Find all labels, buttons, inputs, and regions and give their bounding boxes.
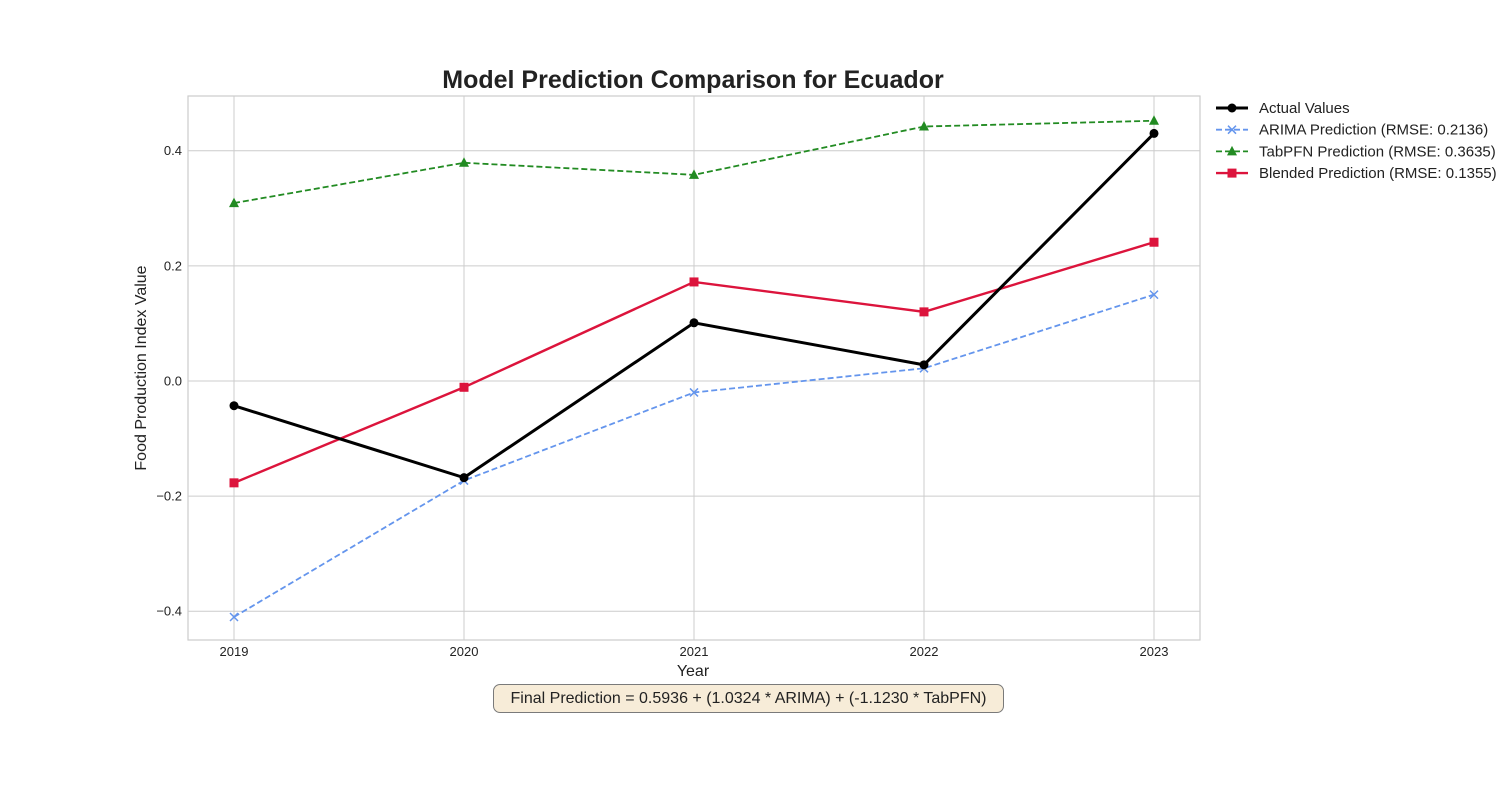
- legend-entry: Actual Values: [1216, 100, 1350, 117]
- data-point: [689, 318, 699, 328]
- y-axis-label: Food Production Index Value: [133, 265, 150, 470]
- legend-marker: [1227, 125, 1237, 135]
- data-point: [229, 197, 239, 208]
- data-point: [1149, 128, 1159, 138]
- series-0: [229, 128, 1159, 483]
- data-point: [919, 307, 929, 317]
- formula-annotation: Final Prediction = 0.5936 + (1.0324 * AR…: [493, 684, 1004, 713]
- data-point: [1149, 237, 1159, 247]
- legend: Actual Values ARIMA Prediction (RMSE: 0.2…: [1216, 100, 1497, 182]
- data-point: [689, 169, 699, 179]
- grid: [188, 96, 1200, 640]
- legend-label: TabPFN Prediction (RMSE: 0.3635): [1259, 143, 1496, 160]
- legend-label: Blended Prediction (RMSE: 0.1355): [1259, 165, 1497, 182]
- chart-title: Model Prediction Comparison for Ecuador: [442, 66, 944, 94]
- y-tick-label: 0.2: [164, 258, 182, 273]
- x-tick-label: 2022: [910, 644, 939, 659]
- data-point: [919, 121, 929, 131]
- tick-labels: 2019 2020 2021 2022 2023 −0.4 −0.2 0.0 0.2 0.4: [156, 143, 1168, 659]
- series-layer: [229, 115, 1159, 622]
- legend-entry: Blended Prediction (RMSE: 0.1355): [1216, 165, 1497, 182]
- data-point: [229, 478, 239, 488]
- data-point: [459, 382, 469, 392]
- legend-label: ARIMA Prediction (RMSE: 0.2136): [1259, 122, 1488, 139]
- x-tick-label: 2020: [450, 644, 479, 659]
- legend-entry: TabPFN Prediction (RMSE: 0.3635): [1216, 143, 1496, 160]
- legend-marker: [1227, 103, 1237, 113]
- legend-marker: [1227, 145, 1237, 156]
- data-point: [1149, 115, 1159, 125]
- data-point: [459, 157, 469, 167]
- data-point: [459, 473, 469, 483]
- y-tick-label: −0.4: [156, 604, 182, 619]
- x-tick-label: 2023: [1140, 644, 1169, 659]
- y-tick-label: 0.0: [164, 373, 182, 388]
- data-point: [689, 277, 699, 287]
- legend-marker: [1227, 168, 1237, 178]
- data-point: [919, 360, 929, 370]
- legend-label: Actual Values: [1259, 100, 1350, 117]
- data-point: [229, 612, 239, 622]
- plot-frame: [187, 95, 1201, 641]
- series-2: [229, 115, 1159, 208]
- legend-entry: ARIMA Prediction (RMSE: 0.2136): [1216, 122, 1488, 139]
- x-tick-label: 2021: [680, 644, 709, 659]
- y-tick-label: 0.4: [164, 143, 182, 158]
- x-axis-label: Year: [677, 663, 710, 680]
- x-tick-label: 2019: [220, 644, 249, 659]
- data-point: [689, 387, 699, 397]
- data-point: [1149, 290, 1159, 300]
- y-tick-label: −0.2: [156, 489, 182, 504]
- data-point: [229, 401, 239, 411]
